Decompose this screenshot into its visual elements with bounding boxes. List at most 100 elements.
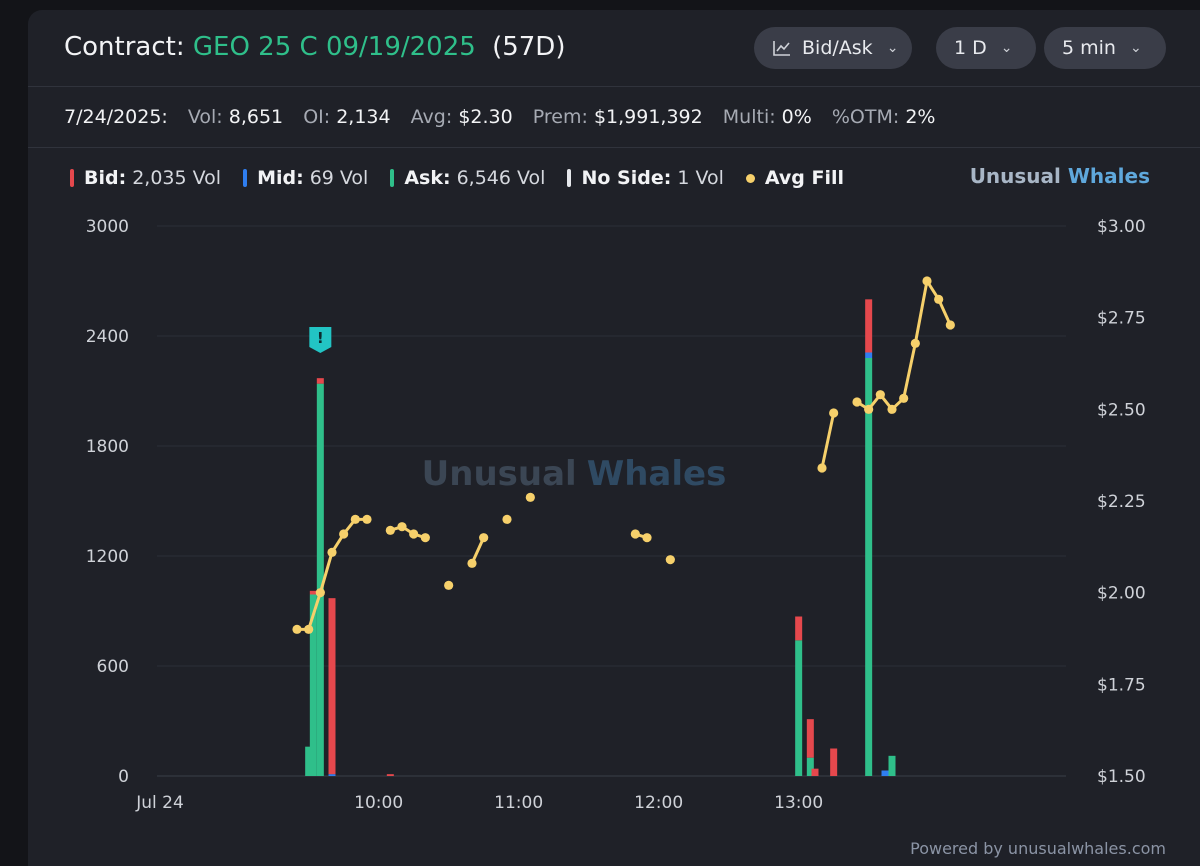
- avg-fill-point: [479, 533, 489, 543]
- divider: [28, 147, 1200, 148]
- brand-word-2: Whales: [1067, 164, 1150, 188]
- contract-label: Contract:: [64, 32, 185, 62]
- legend-ask-value: 6,546 Vol: [456, 167, 546, 189]
- stats-bar: 7/24/2025: Vol: 8,651 OI: 2,134 Avg: $2.…: [64, 106, 950, 128]
- line-chart-icon: [772, 39, 792, 57]
- y-right-tick-label: $1.75: [1097, 675, 1146, 695]
- avg-fill-point: [444, 580, 454, 590]
- stats-date: 7/24/2025:: [64, 106, 168, 128]
- avg-fill-series: [292, 276, 955, 634]
- avg-fill-swatch: [745, 173, 755, 183]
- legend-noside[interactable]: No Side: 1 Vol: [567, 167, 724, 189]
- legend-bid-label: Bid:: [84, 167, 127, 189]
- interval-label: 5 min: [1062, 37, 1116, 59]
- otm-label: %OTM:: [831, 106, 900, 128]
- alert-marker[interactable]: !: [309, 327, 332, 353]
- avg-fill-line: [389, 525, 426, 540]
- volume-bar-bid: [806, 719, 814, 758]
- y-left-tick-label: 1800: [86, 437, 129, 457]
- chevron-down-icon: ⌄: [1000, 40, 1013, 56]
- y-right-tick-label: $2.25: [1097, 492, 1146, 512]
- avg-fill-line: [820, 412, 836, 469]
- legend-avg-fill[interactable]: Avg Fill: [745, 167, 850, 189]
- avg-fill-point: [327, 547, 337, 557]
- multi-label: Multi:: [722, 106, 776, 128]
- avg-fill-point: [864, 404, 874, 414]
- otm-value: 2%: [905, 106, 936, 128]
- avg-fill-point: [910, 338, 920, 348]
- brand-word-1: Unusual: [969, 164, 1061, 188]
- chevron-down-icon: ⌄: [886, 40, 899, 56]
- bid-swatch: [70, 169, 74, 187]
- interval-dropdown[interactable]: 5 min ⌄: [1044, 27, 1166, 69]
- avg-fill-point: [467, 558, 477, 568]
- volume-bar-ask: [806, 757, 814, 776]
- volume-bar-bid: [328, 598, 336, 775]
- header: Contract: GEO 25 C 09/19/2025 (57D) Bid/…: [28, 10, 1200, 86]
- brand-logo: Unusual Whales: [970, 164, 1150, 188]
- avg-fill-point: [362, 514, 372, 524]
- volume-bar-bid: [811, 768, 819, 776]
- avg-fill-point: [420, 533, 430, 543]
- powered-by[interactable]: Powered by unusualwhales.com: [910, 839, 1166, 858]
- legend-mid-label: Mid:: [257, 167, 304, 189]
- avg-fill-point: [642, 533, 652, 543]
- volume-bars: [305, 299, 896, 776]
- x-tick-label: 13:00: [774, 793, 823, 813]
- volume-bar-bid: [316, 378, 324, 384]
- volume-bar-ask: [888, 755, 896, 776]
- volume-bar-mid: [328, 774, 336, 776]
- legend-noside-value: 1 Vol: [677, 167, 724, 189]
- y-left-tick-label: 3000: [86, 217, 129, 237]
- avg-fill-point: [385, 525, 395, 535]
- volume-bar-bid: [865, 299, 873, 353]
- vol-label: Vol:: [187, 106, 223, 128]
- divider: [28, 86, 1200, 87]
- avg-fill-point: [409, 529, 419, 539]
- avg-fill-point: [630, 529, 640, 539]
- range-dropdown[interactable]: 1 D ⌄: [936, 27, 1036, 69]
- alert-marker-shape: [309, 327, 332, 353]
- avg-fill-point: [339, 529, 349, 539]
- volume-bar-ask: [309, 594, 317, 776]
- volume-bar-ask: [316, 383, 324, 776]
- y-left-tick-label: 2400: [86, 327, 129, 347]
- volume-bar-bid: [795, 616, 803, 641]
- avg-fill-point: [945, 320, 955, 330]
- avg-fill-point: [397, 522, 407, 532]
- legend-bid[interactable]: Bid: 2,035 Vol: [70, 167, 221, 189]
- legend-noside-label: No Side:: [581, 167, 672, 189]
- axes: 0 600 1200 1800 2400 3000 $1.50 $1.75 $2.00 $2.25…: [86, 217, 1146, 813]
- page-title: Contract: GEO 25 C 09/19/2025 (57D): [64, 32, 565, 62]
- legend-ask-label: Ask:: [404, 167, 451, 189]
- y-right-tick-label: $1.50: [1097, 767, 1146, 787]
- avg-fill-point: [934, 294, 944, 304]
- legend-bid-value: 2,035 Vol: [132, 167, 222, 189]
- alert-marker-label: !: [317, 329, 324, 347]
- avg-fill-point: [525, 492, 535, 502]
- avg-fill-point: [852, 397, 862, 407]
- grid-lines: [157, 225, 1066, 777]
- chart-mode-dropdown[interactable]: Bid/Ask ⌄: [754, 27, 912, 69]
- avg-fill-point: [899, 393, 909, 403]
- contract-symbol: GEO 25 C 09/19/2025: [192, 32, 476, 62]
- watermark: Unusual Whales: [422, 454, 727, 494]
- volume-bar-bid: [386, 774, 394, 776]
- y-right-tick-label: $3.00: [1097, 217, 1146, 237]
- avg-fill-line: [470, 537, 486, 564]
- oi-label: OI:: [303, 106, 331, 128]
- avg-fill-point: [875, 390, 885, 400]
- volume-bar-ask: [795, 640, 803, 776]
- prem-value: $1,991,392: [593, 106, 703, 128]
- avg-fill-point: [315, 588, 325, 598]
- x-tick-label: 10:00: [354, 793, 403, 813]
- x-tick-label: Jul 24: [135, 793, 184, 813]
- volume-bar-mid: [881, 770, 889, 776]
- legend-ask[interactable]: Ask: 6,546 Vol: [390, 167, 545, 189]
- avg-fill-point: [887, 404, 897, 414]
- legend-mid[interactable]: Mid: 69 Vol: [243, 167, 368, 189]
- avg-fill-point: [292, 624, 302, 634]
- chart-legend: Bid: 2,035 Vol Mid: 69 Vol Ask: 6,546 Vol N…: [70, 167, 872, 189]
- avg-fill-point: [502, 514, 512, 524]
